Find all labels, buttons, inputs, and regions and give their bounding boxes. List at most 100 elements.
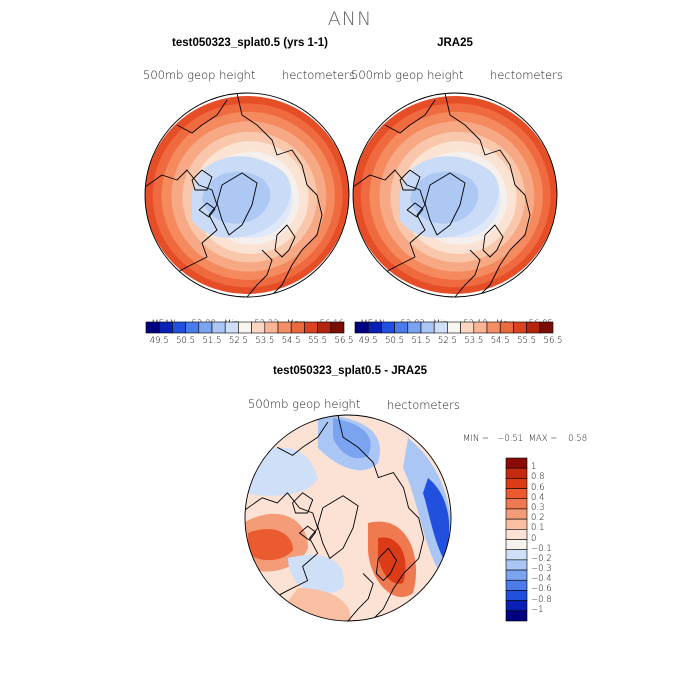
colorbar-box bbox=[304, 321, 318, 334]
colorbar-tick-label: 55.5 bbox=[308, 336, 328, 346]
colorbar-tick-label: 49.5 bbox=[149, 336, 169, 346]
colorbar-tick-label: 52.5 bbox=[228, 336, 248, 346]
coastline-arctic-islands bbox=[399, 169, 421, 191]
anomaly-region bbox=[288, 554, 344, 594]
colorbar-box bbox=[505, 549, 528, 561]
colorbar-box bbox=[505, 518, 528, 530]
panel-title-reference: JRA25 bbox=[437, 37, 473, 49]
colorbar-tick-label: 0.1 bbox=[531, 523, 545, 534]
colorbar-tick-label: 49.5 bbox=[358, 336, 378, 346]
colorbar-tick-label: −0.4 bbox=[531, 574, 552, 585]
colorbar-box bbox=[505, 508, 528, 520]
colorbar-tick-label: 54.5 bbox=[490, 336, 510, 346]
colorbar-tick-label: 0.4 bbox=[531, 492, 545, 503]
colorbar-tick-label: 1 bbox=[531, 462, 537, 473]
colorbar-box bbox=[251, 321, 266, 334]
colorbar-box bbox=[158, 321, 173, 334]
coastline-alaska bbox=[176, 99, 228, 134]
map-model bbox=[144, 92, 350, 298]
colorbar-tick-label: 52.5 bbox=[437, 336, 457, 346]
colorbar-tick-label: 53.5 bbox=[464, 336, 484, 346]
map-fill bbox=[245, 415, 451, 621]
colorbar-box bbox=[505, 569, 528, 581]
colorbar-box bbox=[354, 321, 369, 334]
colorbar-box bbox=[420, 321, 435, 334]
colorbar-box bbox=[330, 321, 345, 334]
colorbar-box bbox=[505, 610, 528, 622]
colorbar-box bbox=[473, 321, 488, 334]
colorbar-tick-label: −0.6 bbox=[531, 584, 552, 595]
map-boundary bbox=[352, 92, 558, 298]
coastline-europe bbox=[347, 573, 374, 621]
colorbar-box bbox=[505, 457, 528, 469]
main-title: ANN bbox=[327, 8, 373, 30]
colorbar-box bbox=[486, 321, 501, 334]
variable-label-difference: 500mb geop height bbox=[248, 397, 361, 411]
panel-title-model: test050323_splat0.5 (yrs 1-1) bbox=[172, 37, 328, 49]
units-label-model: hectometers bbox=[282, 68, 355, 82]
coastline-eurasia bbox=[444, 93, 531, 296]
map-difference bbox=[244, 414, 452, 622]
coastline-alaska bbox=[384, 99, 436, 134]
colorbar-box bbox=[505, 467, 528, 479]
colorbar-box bbox=[145, 321, 160, 334]
colorbar-box bbox=[513, 321, 527, 334]
colorbar-tick-label: 0.2 bbox=[531, 513, 545, 524]
colorbar-box bbox=[172, 321, 186, 334]
colorbar-box bbox=[526, 321, 541, 334]
colorbar-tick-label: 55.5 bbox=[517, 336, 537, 346]
colorbar-tick-label: 56.5 bbox=[543, 336, 563, 346]
colorbar-box bbox=[505, 498, 528, 510]
coastline-hudson-bay bbox=[198, 202, 216, 218]
coastline-greenland bbox=[317, 495, 359, 559]
anomaly-region bbox=[333, 418, 371, 459]
colorbar-box bbox=[505, 488, 528, 500]
colorbar-tick-label: 56.5 bbox=[334, 336, 354, 346]
coastline-europe bbox=[246, 249, 273, 297]
coastline-hudson-bay bbox=[406, 202, 424, 218]
colorbar-model bbox=[145, 321, 345, 334]
colorbar-box bbox=[238, 321, 252, 334]
anomaly-region bbox=[378, 537, 406, 584]
colorbar-box bbox=[407, 321, 422, 334]
colorbar-box bbox=[499, 321, 514, 334]
colorbar-tick-label: −0.1 bbox=[531, 543, 552, 554]
colorbar-box bbox=[505, 579, 528, 591]
colorbar-tick-label: −0.2 bbox=[531, 553, 552, 564]
units-label-reference: hectometers bbox=[490, 68, 563, 82]
variable-label-model: 500mb geop height bbox=[143, 68, 256, 82]
colorbar-box bbox=[505, 590, 528, 601]
colorbar-box bbox=[447, 321, 461, 334]
colorbar-tick-label: −1 bbox=[531, 604, 544, 615]
colorbar-box bbox=[460, 321, 475, 334]
colorbar-box bbox=[381, 321, 395, 334]
map-reference bbox=[352, 92, 558, 298]
coastline-alaska bbox=[277, 421, 329, 456]
colorbar-box bbox=[505, 478, 528, 489]
colorbar-box bbox=[367, 321, 382, 334]
colorbar-tick-label: 0.6 bbox=[531, 482, 545, 493]
coastline-scandinavia bbox=[375, 547, 397, 582]
colorbar-tick-label: 51.5 bbox=[202, 336, 222, 346]
colorbar-reference bbox=[354, 321, 554, 334]
colorbar-box bbox=[505, 529, 528, 540]
coastline-hudson-bay bbox=[299, 525, 317, 541]
map-boundary bbox=[144, 92, 350, 298]
anomaly-region bbox=[248, 529, 293, 561]
coastline-scandinavia bbox=[482, 224, 504, 258]
colorbar-box bbox=[539, 321, 554, 334]
coastline-arctic-islands bbox=[191, 169, 213, 191]
map-boundary bbox=[244, 414, 452, 622]
colorbar-tick-label: 54.5 bbox=[281, 336, 301, 346]
anomaly-region bbox=[423, 478, 450, 558]
coastline-greenland bbox=[216, 172, 258, 236]
colorbar-difference bbox=[505, 457, 528, 622]
colorbar-box bbox=[505, 600, 528, 612]
colorbar-box bbox=[224, 321, 239, 334]
coastline-greenland bbox=[424, 172, 466, 236]
colorbar-box bbox=[185, 321, 200, 334]
colorbar-box bbox=[433, 321, 448, 334]
colorbar-box bbox=[505, 559, 528, 571]
variable-label-reference: 500mb geop height bbox=[351, 68, 464, 82]
